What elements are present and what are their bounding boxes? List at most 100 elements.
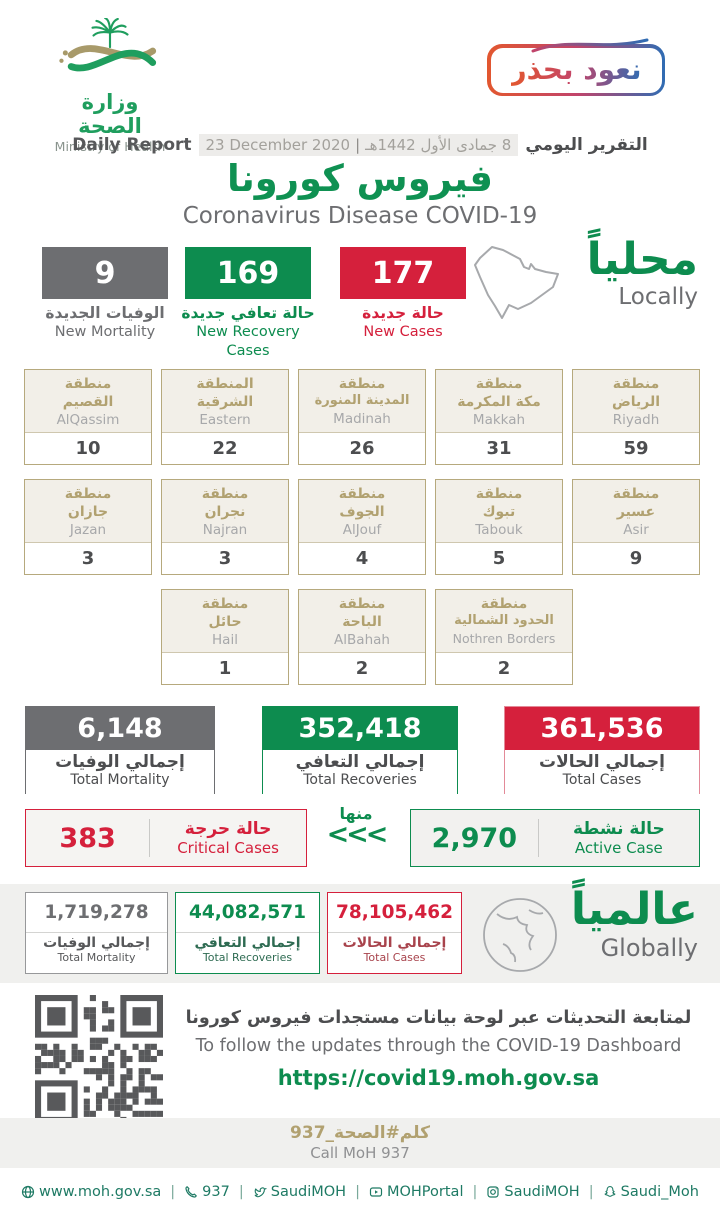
region-ar1: منطقة — [338, 376, 386, 392]
instagram-label: SaudiMOH — [504, 1184, 580, 1200]
footer-separator: | — [472, 1184, 478, 1200]
dashboard-info: لمتابعة التحديثات عبر لوحة بيانات مستجدا… — [175, 1008, 702, 1090]
region-en: Eastern — [199, 412, 251, 429]
globally-label-ar: عالمياً — [570, 884, 698, 935]
region-card-makkah: منطقة مكة المكرمة Makkah 31 — [435, 369, 563, 465]
global-mortality-value: 1,719,278 — [26, 893, 167, 933]
region-value: 10 — [25, 433, 151, 464]
qr-code — [35, 995, 163, 1123]
daily-report-label-ar: التقرير اليومي — [525, 135, 648, 155]
region-card-alqassim: منطقة القصيم AlQassim 10 — [24, 369, 152, 465]
region-card-riyadh: منطقة الرياض Riyadh 59 — [572, 369, 700, 465]
region-value: 59 — [573, 433, 699, 464]
region-ar1: منطقة — [480, 596, 528, 612]
new-mortality-value: 9 — [42, 247, 168, 299]
global-recoveries-value: 44,082,571 — [176, 893, 319, 933]
page-title-arabic: فيروس كورونا — [226, 157, 494, 200]
region-value: 22 — [162, 433, 288, 464]
ministry-name-english: Ministry of Health — [54, 139, 166, 154]
snapchat-icon — [604, 1186, 616, 1197]
new-mortality-label-en: New Mortality — [54, 324, 156, 341]
divider — [537, 819, 539, 857]
new-recovery-label-ar: حالة تعافي جديدة — [181, 304, 315, 322]
critical-cases-card: 383 حالة حرجة Critical Cases — [25, 809, 307, 867]
region-card-asir: منطقة عسير Asir 9 — [572, 479, 700, 575]
of-which-indicator: منها <<< — [318, 804, 394, 848]
locally-label-ar: محلياً — [586, 234, 698, 285]
daily-report-label-en: Daily Report — [72, 135, 192, 155]
region-card-northern-borders: منطقة الحدود الشمالية Nothren Borders 2 — [435, 589, 573, 685]
locally-heading: محلياً Locally — [586, 234, 698, 311]
dashboard-url-link[interactable]: https://covid19.moh.gov.sa — [277, 1066, 600, 1090]
region-value: 26 — [299, 433, 425, 464]
divider — [149, 819, 151, 857]
new-mortality-label: الوفيات الجديدة New Mortality — [30, 304, 180, 342]
report-date: 23 December 2020 | 8 جمادى الأول 1442هـ — [198, 134, 519, 156]
region-ar2: الرياض — [611, 394, 661, 411]
region-ar1: منطقة — [475, 486, 523, 502]
region-en: Najran — [202, 522, 248, 539]
twitter-link[interactable]: SaudiMOH — [253, 1184, 346, 1200]
locally-label-en: Locally — [618, 284, 698, 311]
globally-heading: عالمياً Globally — [570, 884, 698, 962]
date-hijri: 8 جمادى الأول 1442هـ — [365, 136, 512, 154]
region-row-2: منطقة جازان Jazan 3 منطقة نجران Najran 3 منط… — [24, 479, 700, 575]
region-en: AlJouf — [342, 522, 382, 539]
region-value: 3 — [162, 543, 288, 574]
badge-label: نعود بحذر — [510, 52, 642, 86]
total-mortality-card: 6,148 إجمالي الوفيات Total Mortality — [25, 706, 215, 795]
phone-label: 937 — [202, 1184, 230, 1200]
phone-link[interactable]: 937 — [184, 1184, 230, 1200]
call-moh-band: كلم#الصحة_937 Call MoH 937 — [0, 1118, 720, 1168]
active-cases-card: 2,970 حالة نشطة Active Case — [410, 809, 700, 867]
critical-cases-ar: حالة حرجة — [184, 818, 272, 839]
of-which-label: منها — [339, 804, 373, 823]
globe-icon — [21, 1185, 35, 1199]
moh-logo: وزارة الصحة Ministry of Health — [48, 16, 172, 154]
region-ar1: منطقة — [612, 376, 660, 392]
saudi-arabia-map-icon — [474, 246, 559, 319]
report-date-line: Daily Report 23 December 2020 | 8 جمادى … — [0, 134, 720, 156]
region-ar2: جازان — [67, 504, 109, 521]
call-moh-en: Call MoH 937 — [310, 1144, 410, 1163]
active-cases-en: Active Case — [574, 839, 663, 858]
global-recoveries-en: Total Recoveries — [202, 951, 293, 965]
global-cases-en: Total Cases — [363, 951, 426, 965]
footer-separator: | — [588, 1184, 594, 1200]
region-card-najran: منطقة نجران Najran 3 — [161, 479, 289, 575]
global-recoveries-card: 44,082,571 إجمالي التعافي Total Recoveri… — [175, 892, 320, 974]
globe-icon — [483, 898, 557, 972]
website-link[interactable]: www.moh.gov.sa — [21, 1184, 161, 1200]
region-value: 5 — [436, 543, 562, 574]
region-ar1: منطقة — [201, 486, 249, 502]
total-cases-value: 361,536 — [505, 707, 699, 750]
twitter-label: SaudiMOH — [270, 1184, 347, 1200]
call-moh-ar: كلم#الصحة_937 — [290, 1123, 430, 1144]
region-value: 2 — [299, 653, 425, 684]
global-mortality-ar: إجمالي الوفيات — [43, 935, 150, 951]
region-card-albahah: منطقة الباحة AlBahah 2 — [298, 589, 426, 685]
global-recoveries-ar: إجمالي التعافي — [194, 935, 301, 951]
region-ar1: منطقة — [338, 596, 386, 612]
phone-icon — [185, 1186, 197, 1198]
instagram-link[interactable]: SaudiMOH — [486, 1184, 580, 1200]
region-ar2: الجوف — [339, 504, 385, 521]
region-ar1: منطقة — [612, 486, 660, 502]
youtube-link[interactable]: MOHPortal — [369, 1184, 464, 1200]
return-with-caution-badge: نعود بحذر — [487, 38, 665, 96]
new-cases-label-ar: حالة جديدة — [362, 304, 444, 322]
youtube-label: MOHPortal — [386, 1184, 464, 1200]
snapchat-link[interactable]: Saudi_Moh — [603, 1184, 699, 1200]
footer-separator: | — [355, 1184, 360, 1200]
region-card-eastern: المنطقة الشرقية Eastern 22 — [161, 369, 289, 465]
snapchat-label: Saudi_Moh — [620, 1184, 699, 1200]
region-ar1: منطقة — [338, 486, 386, 502]
region-ar2: القصيم — [62, 394, 114, 411]
region-en: AlQassim — [56, 412, 120, 429]
total-cases-card: 361,536 إجمالي الحالات Total Cases — [504, 706, 700, 795]
new-cases-label-en: New Cases — [363, 324, 443, 341]
region-ar2: تبوك — [482, 504, 516, 521]
critical-cases-en: Critical Cases — [177, 839, 279, 858]
footer-links: www.moh.gov.sa | 937 | SaudiMOH | MOHPor… — [0, 1184, 720, 1200]
footer-separator: | — [170, 1184, 176, 1200]
